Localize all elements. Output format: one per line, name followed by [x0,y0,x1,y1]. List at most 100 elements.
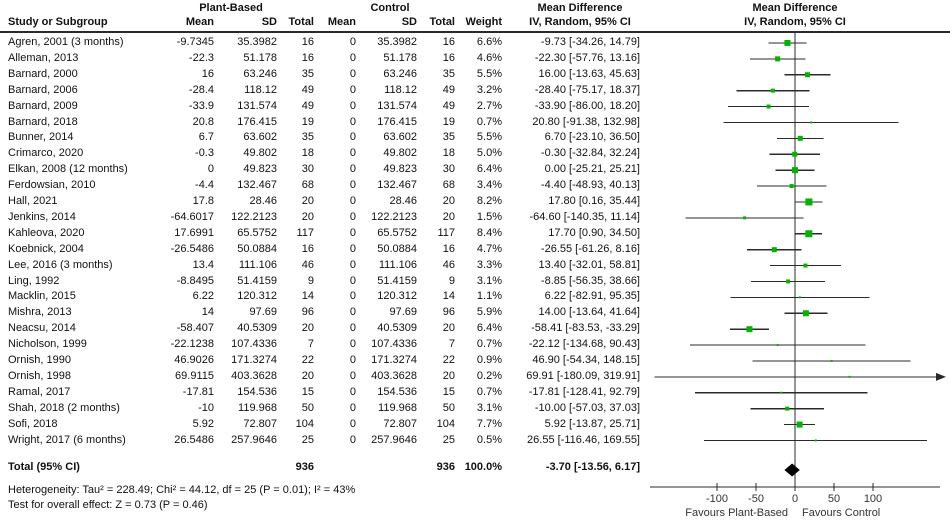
c-total: 14 [442,290,455,303]
c-total: 20 [442,210,455,223]
effect-marker [848,375,851,378]
c-total: 18 [442,147,455,160]
md-ci: 13.40 [-32.01, 58.81] [538,258,640,271]
table-row: Elkan, 2008 (12 months) 0 49.823 30 0 49… [0,162,950,178]
pb-total: 25 [301,433,314,446]
study-name: Ornish, 1998 [8,369,71,382]
arrow-right [936,372,946,381]
column-header-study: Study or Subgroup [8,16,108,28]
pb-mean: -33.9 [188,99,214,112]
c-mean: 0 [349,417,356,430]
c-mean: 0 [349,195,356,207]
pb-sd: 119.968 [238,401,277,414]
weight: 0.9% [476,354,502,366]
table-row: Mishra, 2013 14 97.69 96 0 97.69 96 5.9%… [0,305,950,321]
axis-tick-label: 0 [792,493,798,505]
pb-mean: 17.6991 [174,226,214,239]
weight: 3.1% [476,401,502,414]
pb-total: 16 [301,51,314,64]
axis-tick-label: 50 [828,493,840,505]
pb-sd: 51.4159 [237,274,277,287]
column-group-control: Control [370,2,410,14]
pb-total: 104 [295,417,314,430]
study-name: Ornish, 1990 [8,354,71,366]
md-ci: 6.70 [-23.10, 36.50] [544,131,640,144]
weight: 0.2% [476,369,502,382]
pb-total: 16 [301,36,314,48]
c-total: 30 [442,163,455,176]
c-sd: 154.536 [377,385,417,398]
c-sd: 120.312 [377,290,417,303]
effect-marker [784,39,791,46]
pb-total: 20 [301,369,314,382]
column-header-pb-total: Total [288,16,314,28]
effect-marker [771,247,777,253]
c-sd: 63.602 [383,131,417,144]
pb-sd: 154.536 [237,385,277,398]
pb-mean: -9.7345 [176,36,214,48]
c-total: 22 [442,354,455,366]
pb-mean: -58.407 [176,322,214,335]
weight: 3.1% [476,274,502,287]
pb-mean: -8.8495 [176,274,214,287]
pb-mean: 13.4 [192,258,214,271]
total-row: Total (95% CI) 936 936 100.0% -3.70 [-13… [0,460,950,476]
weight: 4.6% [476,51,502,64]
pb-sd: 72.807 [243,417,277,430]
c-mean: 0 [349,99,356,112]
pb-total: 20 [301,322,314,335]
c-total: 104 [436,417,455,430]
pb-total: 16 [301,242,314,255]
pb-sd: 49.823 [243,163,277,176]
pb-total: 35 [301,131,314,144]
weight: 8.2% [476,195,502,207]
study-name: Barnard, 2018 [8,115,78,128]
c-total: 96 [442,306,455,319]
weight: 0.5% [476,433,502,446]
pb-sd: 111.106 [238,258,277,271]
table-row: Macklin, 2015 6.22 120.312 14 0 120.312 … [0,289,950,305]
pb-sd: 28.46 [249,195,277,207]
pb-total: 30 [301,163,314,176]
pb-sd: 403.3628 [231,369,277,382]
md-ci: -28.40 [-75.17, 18.37] [534,83,640,96]
weight: 6.4% [476,322,502,335]
c-mean: 0 [349,274,356,287]
md-ci: 17.80 [0.16, 35.44] [548,195,640,207]
c-mean: 0 [349,210,356,223]
pb-total: 35 [301,67,314,80]
c-mean: 0 [349,338,356,351]
pb-mean: -22.1238 [170,338,214,351]
pb-total: 50 [301,401,314,414]
pb-mean: 6.22 [192,290,214,303]
c-mean: 0 [349,67,356,80]
table-row: Kahleova, 2020 17.6991 65.5752 117 0 65.… [0,226,950,242]
c-total: 35 [442,131,455,144]
effect-marker [797,135,803,141]
pb-sd: 131.574 [237,99,277,112]
pb-total: 20 [301,195,314,207]
pb-mean: 17.8 [192,195,214,207]
study-name: Elkan, 2008 (12 months) [8,163,128,176]
table-row: Agren, 2001 (3 months) -9.7345 35.3982 1… [0,35,950,51]
effect-marker [803,263,808,268]
c-mean: 0 [349,83,356,96]
effect-marker [810,121,813,124]
pb-mean: -28.4 [188,83,214,96]
effect-marker [785,406,790,411]
heterogeneity-note: Heterogeneity: Tau² = 228.49; Chi² = 44.… [8,484,356,496]
study-name: Ferdowsian, 2010 [8,179,96,192]
md-ci: 5.92 [-13.87, 25.71] [544,417,640,430]
pb-mean: 69.9115 [175,369,214,382]
c-total: 19 [442,115,455,128]
c-total: 25 [442,433,455,446]
weight: 0.7% [476,115,502,128]
c-mean: 0 [349,36,356,48]
column-header-weight: Weight [465,16,502,28]
pb-sd: 35.3982 [237,36,277,48]
c-sd: 72.807 [383,417,417,430]
favours-left-label: Favours Plant-Based [685,507,788,519]
effect-marker [776,344,779,347]
pb-sd: 40.5309 [237,322,277,335]
effect-marker [830,359,833,362]
